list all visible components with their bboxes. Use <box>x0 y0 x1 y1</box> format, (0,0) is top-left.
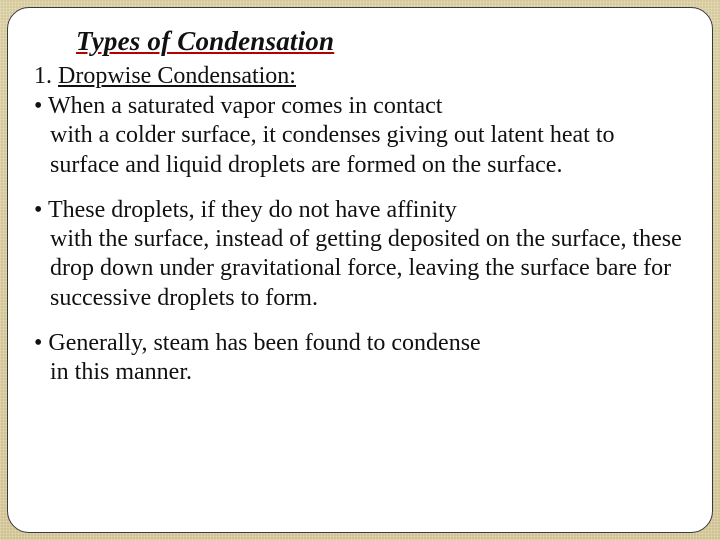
list-item: • These droplets, if they do not have af… <box>34 196 686 313</box>
bullet-continuation: with a colder surface, it condenses givi… <box>50 121 686 180</box>
subtitle-name: Dropwise Condensation: <box>58 63 296 89</box>
bullet-dot-icon: • <box>34 93 48 119</box>
list-item: • When a saturated vapor comes in contac… <box>34 92 686 180</box>
content-panel: Types of Condensation 1. Dropwise Conden… <box>7 7 713 533</box>
bullet-first-line: Generally, steam has been found to conde… <box>48 330 480 356</box>
bullet-dot-icon: • <box>34 197 48 223</box>
bullet-first-line: When a saturated vapor comes in contact <box>48 93 443 119</box>
subtitle-number: 1. <box>34 63 52 89</box>
bullet-list: • When a saturated vapor comes in contac… <box>34 92 686 387</box>
slide-title: Types of Condensation <box>76 26 686 57</box>
bullet-dot-icon: • <box>34 330 48 356</box>
list-item: • Generally, steam has been found to con… <box>34 329 686 388</box>
bullet-continuation: in this manner. <box>50 358 686 387</box>
section-subtitle: 1. Dropwise Condensation: <box>34 63 686 90</box>
bullet-continuation: with the surface, instead of getting dep… <box>50 225 686 313</box>
bullet-first-line: These droplets, if they do not have affi… <box>48 197 457 223</box>
